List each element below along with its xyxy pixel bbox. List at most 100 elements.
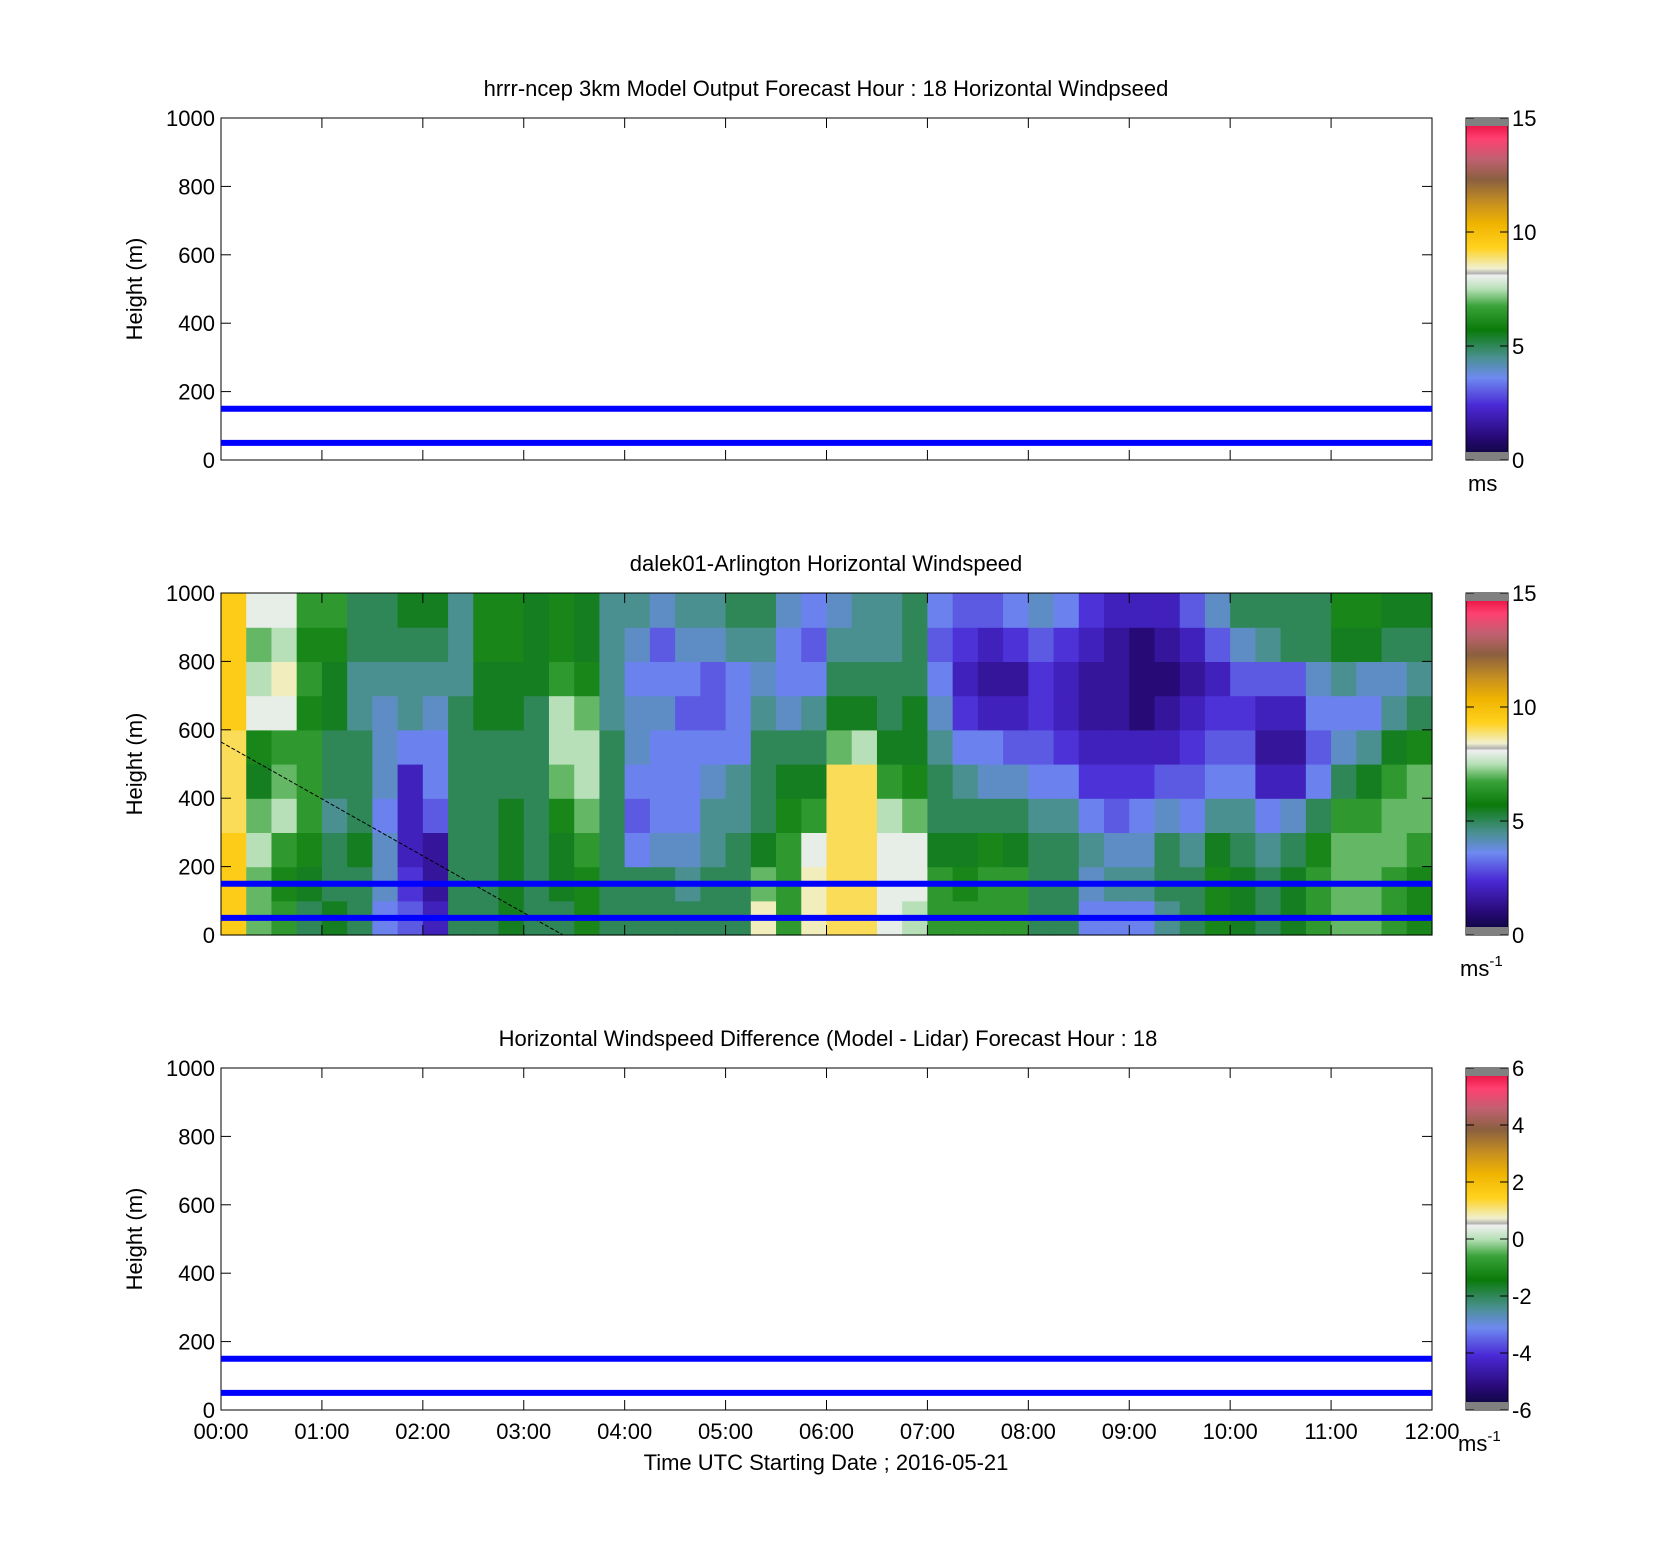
heatmap-cell (574, 695, 601, 731)
heatmap-cell (523, 661, 550, 697)
heatmap-cell (347, 832, 373, 868)
heatmap-cell (1104, 661, 1130, 697)
heatmap-cell (523, 832, 550, 868)
heatmap-cell (952, 627, 979, 662)
reference-lines (221, 1355, 1432, 1396)
heatmap-cell (347, 593, 373, 628)
heatmap-cell (548, 593, 575, 628)
heatmap-cell (1154, 627, 1181, 662)
heatmap-cell (246, 695, 273, 731)
heatmap-cell (1179, 832, 1206, 868)
heatmap-cell (826, 695, 853, 731)
heatmap-cell (1331, 661, 1357, 697)
heatmap-cell (296, 627, 323, 662)
heatmap-cell (1381, 798, 1408, 833)
heatmap-cell (422, 798, 449, 833)
heatmap-cell (700, 798, 727, 833)
heatmap-cell (826, 593, 853, 628)
heatmap-cell (271, 729, 298, 765)
heatmap-cell (675, 661, 701, 697)
heatmap-cell (1179, 661, 1206, 697)
heatmap-cell (725, 832, 752, 868)
heatmap-cell (902, 661, 929, 697)
heatmap-cell (750, 695, 777, 731)
heatmap-cell (750, 798, 777, 833)
heatmap-cell (1028, 661, 1055, 697)
diagonal-artifact-line (220, 741, 564, 936)
colorbar-tick-label: 6 (1512, 1056, 1524, 1081)
heatmap-cell (1331, 729, 1357, 765)
heatmap-cell (1053, 729, 1080, 765)
heatmap-cell (902, 695, 929, 731)
heatmap-cell (271, 661, 298, 697)
y-tick-label: 400 (178, 786, 215, 811)
heatmap-cell (599, 627, 626, 662)
heatmap-cell (397, 798, 424, 833)
y-tick-label: 1000 (166, 106, 215, 131)
y-tick-label: 600 (178, 1193, 215, 1218)
heatmap-cell (700, 593, 727, 628)
heatmap-cell (1331, 832, 1357, 868)
heatmap-cell (826, 661, 853, 697)
x-tick-label: 02:00 (395, 1419, 450, 1444)
x-tick-label: 08:00 (1001, 1419, 1056, 1444)
heatmap-cell (750, 661, 777, 697)
heatmap-cell (952, 593, 979, 628)
heatmap-cell (271, 593, 298, 628)
heatmap-cell (649, 729, 676, 765)
heatmap-cell (826, 627, 853, 662)
heatmap-cell (1356, 764, 1383, 799)
x-axis-label: Time UTC Starting Date ; 2016-05-21 (644, 1450, 1009, 1475)
heatmap-cell (1003, 764, 1029, 799)
heatmap-cell (750, 729, 777, 765)
heatmap-cell (1255, 832, 1282, 868)
y-tick-label: 600 (178, 718, 215, 743)
x-tick-label: 11:00 (1304, 1419, 1357, 1444)
heatmap-cell (1154, 593, 1181, 628)
heatmap-cell (977, 832, 1004, 868)
heatmap-cell (851, 832, 878, 868)
heatmap-cell (801, 832, 828, 868)
heatmap-cell (574, 798, 601, 833)
heatmap-cell (624, 798, 651, 833)
heatmap-cell (1280, 661, 1307, 697)
heatmap-cell (221, 593, 247, 628)
heatmap-cell (498, 798, 525, 833)
colorbar-unit: ms-1 (1458, 1428, 1501, 1456)
heatmap-cell (372, 593, 399, 628)
colorbar-tick-label: 5 (1512, 334, 1524, 359)
heatmap-cell (750, 832, 777, 868)
heatmap-cell (498, 695, 525, 731)
heatmap-cell (1331, 764, 1357, 799)
heatmap-cell (498, 764, 525, 799)
heatmap-cell (246, 729, 273, 765)
heatmap-cell (876, 593, 903, 628)
x-tick-labels: 00:00 01:00 02:00 03:00 04:00 05:00 06:00 07:00… (193, 1419, 1459, 1444)
panel-difference: Horizontal Windspeed Difference (Model -… (122, 1026, 1532, 1475)
heatmap-cell (271, 798, 298, 833)
heatmap-cell (776, 661, 802, 697)
heatmap-cell (675, 798, 701, 833)
y-tick-label: 600 (178, 243, 215, 268)
heatmap-cell (624, 832, 651, 868)
heatmap-cell (851, 798, 878, 833)
heatmap-cell (876, 764, 903, 799)
heatmap-cell (876, 729, 903, 765)
heatmap-cell (574, 764, 601, 799)
heatmap-cell (372, 627, 399, 662)
colorbar-tick-label: 10 (1512, 220, 1536, 245)
heatmap-cell (1305, 729, 1332, 765)
heatmap-cell (498, 593, 525, 628)
heatmap-cell (876, 627, 903, 662)
colorbar-tick-label: 15 (1512, 106, 1536, 131)
y-tick-label: 0 (203, 923, 215, 948)
heatmap-cell (801, 798, 828, 833)
heatmap-cell (548, 798, 575, 833)
heatmap-cell (977, 695, 1004, 731)
heatmap-cell (1230, 661, 1256, 697)
heatmap-cell (1280, 832, 1307, 868)
heatmap-cell (826, 832, 853, 868)
heatmap-cell (548, 764, 575, 799)
panel-title: hrrr-ncep 3km Model Output Forecast Hour… (484, 76, 1169, 101)
x-tick-label: 10:00 (1203, 1419, 1258, 1444)
